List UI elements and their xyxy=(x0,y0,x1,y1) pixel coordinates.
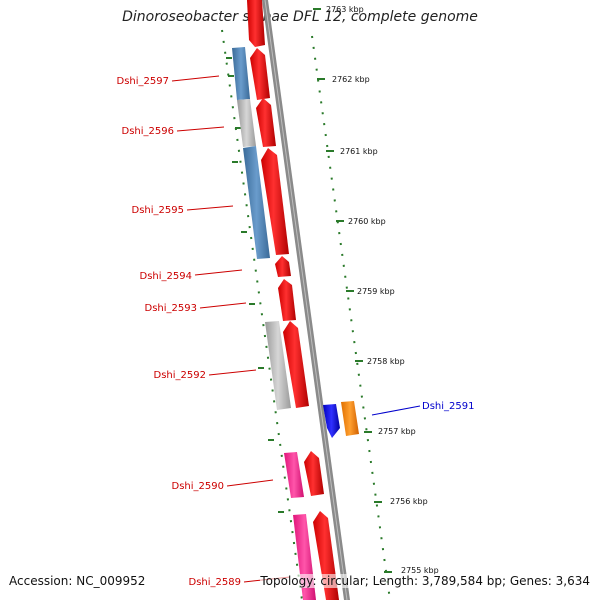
outer-major-ticks xyxy=(313,8,392,573)
tick-labels: 2763 kbp 2762 kbp 2761 kbp 2760 kbp 2759… xyxy=(326,5,439,575)
cds-arrow[interactable] xyxy=(261,148,289,255)
feature-block[interactable] xyxy=(232,47,250,100)
cds-arrow[interactable] xyxy=(250,48,270,100)
inner-major-ticks xyxy=(226,57,284,513)
inner-dotted-scale xyxy=(221,29,303,600)
gene-label-dshi-2592[interactable]: Dshi_2592 xyxy=(154,370,206,381)
cds-arrow[interactable] xyxy=(256,98,276,147)
cds-arrow[interactable] xyxy=(278,279,296,321)
gene-label-dshi-2595[interactable]: Dshi_2595 xyxy=(132,205,184,216)
tick-label: 2760 kbp xyxy=(348,217,386,226)
gene-label-dshi-2591[interactable]: Dshi_2591 xyxy=(422,401,474,412)
genome-summary-text: Topology: circular; Length: 3,789,584 bp… xyxy=(260,574,590,588)
gene-label-dshi-2594[interactable]: Dshi_2594 xyxy=(140,271,192,282)
tick-label: 2763 kbp xyxy=(326,5,364,14)
gene-label-dshi-2590[interactable]: Dshi_2590 xyxy=(172,481,224,492)
tick-label: 2757 kbp xyxy=(378,427,416,436)
tick-label: 2758 kbp xyxy=(367,357,405,366)
tick-label: 2762 kbp xyxy=(332,75,370,84)
genome-title: Dinoroseobacter shibae DFL 12, complete … xyxy=(122,9,478,25)
cds-arrow[interactable] xyxy=(304,451,324,496)
feature-block[interactable] xyxy=(265,321,291,410)
cds-arrow[interactable] xyxy=(275,256,291,277)
plus-strand-track xyxy=(323,401,359,438)
feature-block[interactable] xyxy=(243,146,270,259)
gene-label-dshi-2589[interactable]: Dshi_2589 xyxy=(189,577,241,588)
gene-label-dshi-2597[interactable]: Dshi_2597 xyxy=(117,76,169,87)
tick-label: 2755 kbp xyxy=(401,566,439,575)
cds-arrow[interactable] xyxy=(247,0,265,47)
gene-label-dshi-2596[interactable]: Dshi_2596 xyxy=(122,126,174,137)
cds-track xyxy=(247,0,339,600)
gene-labels: Dshi_2597 Dshi_2596 Dshi_2595 Dshi_2594 … xyxy=(117,75,474,588)
backbone-highlight xyxy=(264,0,348,600)
tick-label: 2761 kbp xyxy=(340,147,378,156)
cds-arrow[interactable] xyxy=(283,321,309,408)
feature-block[interactable] xyxy=(284,452,304,498)
tick-label: 2759 kbp xyxy=(357,287,395,296)
feature-block[interactable] xyxy=(237,99,256,147)
tick-label: 2756 kbp xyxy=(390,497,428,506)
gene-label-dshi-2593[interactable]: Dshi_2593 xyxy=(145,303,197,314)
feature-block[interactable] xyxy=(341,401,359,436)
outer-dotted-scale xyxy=(311,35,391,600)
accession-text: Accession: NC_009952 xyxy=(9,574,146,588)
cds-arrow-plus[interactable] xyxy=(323,404,340,438)
